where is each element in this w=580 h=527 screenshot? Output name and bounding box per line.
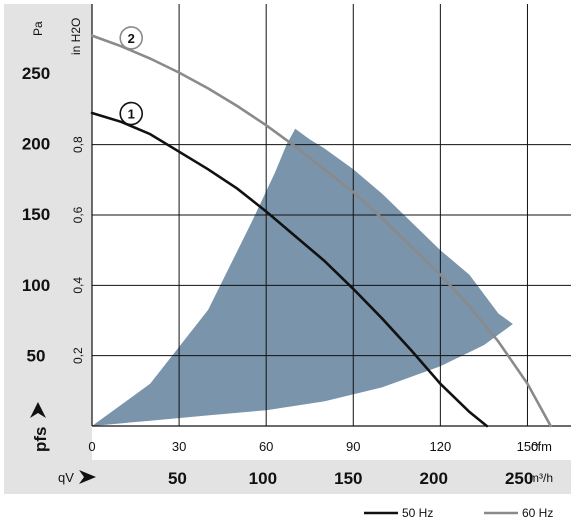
- x-tick-label-cfm: 0: [88, 439, 95, 454]
- x-unit-m3h: m³/h: [529, 471, 553, 485]
- legend-label-60hz: 60 Hz: [522, 506, 553, 520]
- series-marker-label-1: 1: [128, 107, 135, 122]
- x-unit-cfm: cfm: [531, 439, 552, 454]
- bottom-band: [4, 460, 571, 494]
- y-unit-pa: Pa: [31, 21, 45, 36]
- legend-label-50hz: 50 Hz: [402, 506, 433, 520]
- x-tick-label-cfm: 60: [259, 439, 273, 454]
- legend: 50 Hz 60 Hz: [364, 506, 553, 520]
- x-tick-label-m3h: 100: [249, 469, 277, 488]
- x-tick-label-m3h: 200: [420, 469, 448, 488]
- y-tick-label-pa: 100: [22, 276, 50, 295]
- y-unit-inh2o: in H2O: [69, 18, 83, 55]
- y-axis-symbol-text: pfs: [31, 427, 50, 453]
- operating-region: [92, 128, 513, 427]
- series-marker-2: [119, 26, 144, 50]
- y-axis-arrow: [30, 402, 46, 418]
- left-band: [4, 4, 92, 460]
- x-tick-label-cfm: 30: [172, 439, 186, 454]
- y-tick-label-pa: 150: [22, 205, 50, 224]
- y-tick-label-inh2o: 0,4: [71, 277, 85, 294]
- y-tick-label-inh2o: 0,2: [71, 347, 85, 364]
- x-axis-arrow: [79, 470, 96, 484]
- x-tick-label-m3h: 50: [168, 469, 187, 488]
- x-tick-label-cfm: 150: [517, 439, 539, 454]
- y-tick-label-pa: 200: [22, 135, 50, 154]
- x-tick-label-cfm: 120: [430, 439, 452, 454]
- x-tick-label-cfm: 90: [346, 439, 360, 454]
- series-marker-label-2: 2: [128, 31, 135, 46]
- y-tick-label-inh2o: 0,8: [71, 136, 85, 153]
- x-axis-symbol: qV: [58, 470, 96, 485]
- y-tick-label-pa: 250: [22, 64, 50, 83]
- y-tick-label-inh2o: 0,6: [71, 206, 85, 223]
- y-axis-symbol: pfs: [30, 402, 50, 452]
- series-line-2: [90, 34, 552, 428]
- series-line-1: [90, 111, 489, 428]
- y-tick-label-pa: 50: [27, 346, 46, 365]
- series-marker-1: [119, 101, 144, 126]
- x-axis-symbol-text: qV: [58, 470, 74, 485]
- x-tick-label-m3h: 150: [334, 469, 362, 488]
- x-tick-label-m3h: 250: [505, 469, 533, 488]
